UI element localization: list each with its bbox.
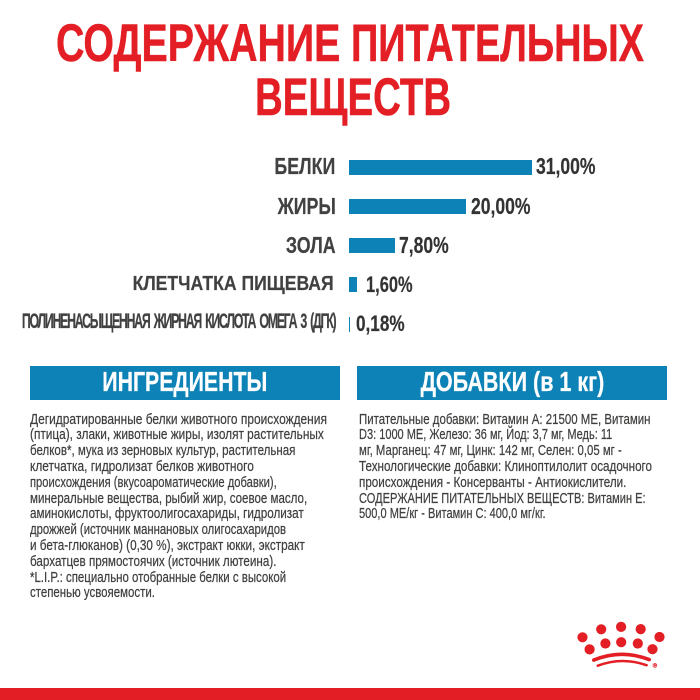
svg-text:R: R bbox=[654, 663, 657, 668]
